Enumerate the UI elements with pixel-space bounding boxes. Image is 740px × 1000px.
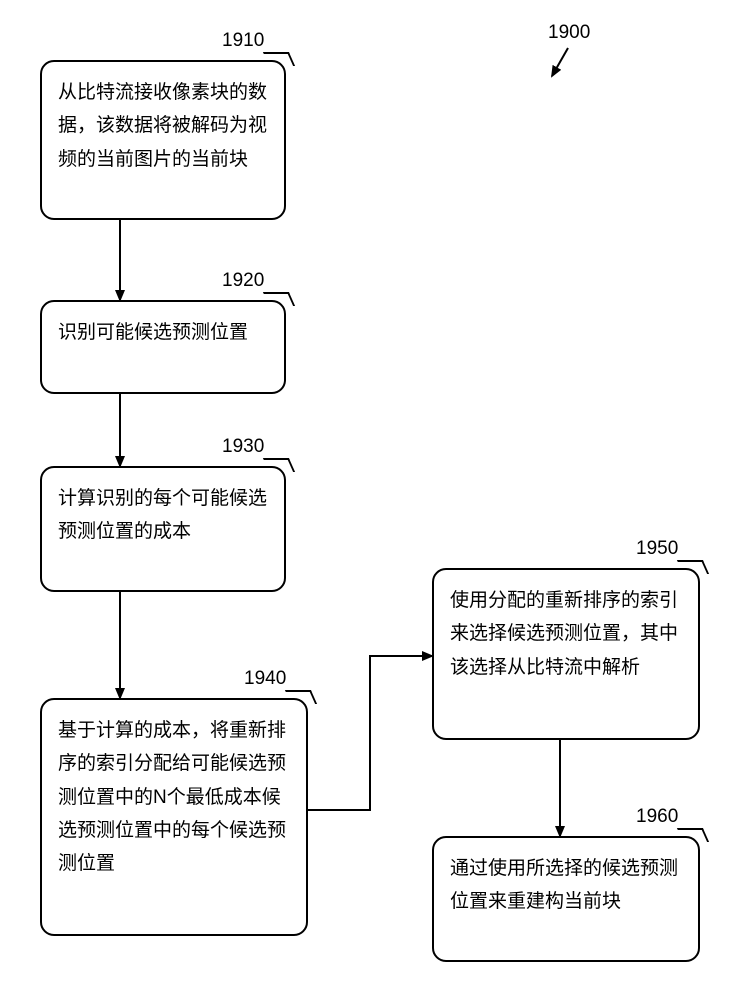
node-label-1910: 1910 bbox=[222, 30, 264, 52]
node-1930: 计算识别的每个可能候选预测位置的成本 bbox=[40, 466, 286, 592]
node-1950: 使用分配的重新排序的索引来选择候选预测位置，其中该选择从比特流中解析 bbox=[432, 568, 700, 740]
leader-1940 bbox=[285, 690, 317, 704]
node-1960: 通过使用所选择的候选预测位置来重建构当前块 bbox=[432, 836, 700, 962]
node-label-1920: 1920 bbox=[222, 270, 264, 292]
leader-1910 bbox=[263, 52, 295, 66]
node-label-1960: 1960 bbox=[636, 806, 678, 828]
diagram-label: 1900 bbox=[548, 22, 590, 44]
edge-1940-1950 bbox=[308, 656, 432, 810]
node-1910: 从比特流接收像素块的数据，该数据将被解码为视频的当前图片的当前块 bbox=[40, 60, 286, 220]
flowchart-canvas: 从比特流接收像素块的数据，该数据将被解码为视频的当前图片的当前块 1910 识别可能… bbox=[0, 0, 740, 1000]
node-label-1940: 1940 bbox=[244, 668, 286, 690]
leader-1930 bbox=[263, 458, 295, 472]
leader-1920 bbox=[263, 292, 295, 306]
node-label-1930: 1930 bbox=[222, 436, 264, 458]
leader-1960 bbox=[677, 828, 709, 842]
node-label-1950: 1950 bbox=[636, 538, 678, 560]
node-1920: 识别可能候选预测位置 bbox=[40, 300, 286, 394]
leader-1950 bbox=[677, 560, 709, 574]
node-1940: 基于计算的成本，将重新排序的索引分配给可能候选预测位置中的N个最低成本候选预测位… bbox=[40, 698, 308, 936]
